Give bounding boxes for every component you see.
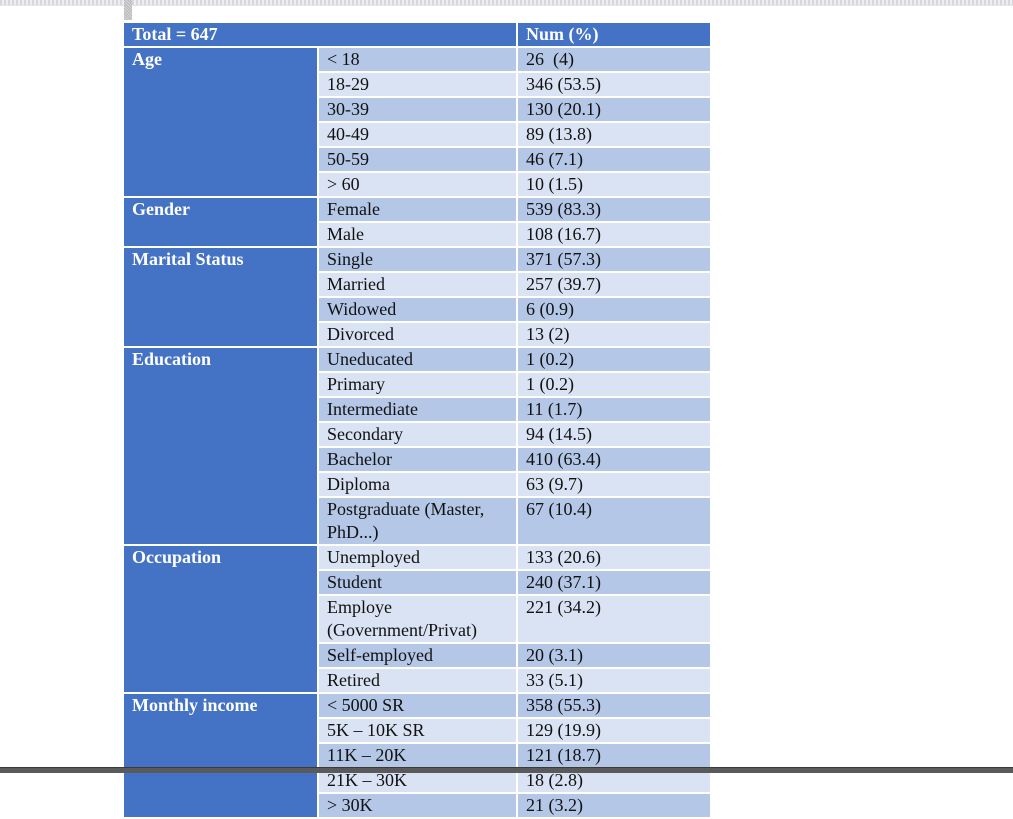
row-value: 108 (16.7) — [516, 221, 711, 248]
row-label: Intermediate — [318, 396, 519, 423]
row-value: 13 (2) — [516, 321, 711, 348]
row-value: 221 (34.2) — [516, 594, 711, 644]
row-label: > 60 — [318, 171, 519, 198]
row-value: 6 (0.9) — [516, 296, 711, 323]
row-label: Diploma — [318, 471, 519, 498]
row-value: 33 (5.1) — [516, 667, 711, 694]
row-value: 1 (0.2) — [516, 346, 711, 373]
total-header: Total = 647 — [124, 23, 519, 48]
row-label: Male — [318, 221, 519, 248]
row-value: 1 (0.2) — [516, 371, 711, 398]
table-row: Self-employed 20 (3.1) — [124, 642, 711, 669]
status-bar — [0, 767, 1013, 773]
table-row: Occupation Unemployed 133 (20.6) — [124, 544, 711, 694]
row-label: Single — [316, 246, 519, 273]
table-row: Monthly income < 5000 SR 358 (55.3) — [124, 692, 711, 819]
row-label: Widowed — [318, 296, 519, 323]
table-row: Employe (Government/Privat) 221 (34.2) — [124, 594, 711, 644]
table-row: Education Uneducated 1 (0.2) — [124, 346, 711, 546]
table-row: Widowed 6 (0.9) — [124, 296, 711, 323]
row-value: 94 (14.5) — [516, 421, 711, 448]
table-move-handle[interactable] — [124, 0, 132, 20]
row-label: Married — [318, 271, 519, 298]
table-row: Married 257 (39.7) — [124, 271, 711, 298]
row-label: > 30K — [318, 792, 519, 819]
category-cell: Monthly income — [124, 692, 319, 819]
category-cell: Occupation — [124, 544, 319, 694]
table-row: Gender Female 539 (83.3) — [124, 196, 711, 248]
table-row: 18-29 346 (53.5) — [124, 71, 711, 98]
row-label: Secondary — [318, 421, 519, 448]
row-value: 21 (3.2) — [516, 792, 711, 819]
table-row: Retired 33 (5.1) — [124, 667, 711, 694]
table-row: Age < 18 26 (4) — [124, 46, 711, 198]
row-value: 133 (20.6) — [516, 544, 711, 571]
table-row: 11K – 20K 121 (18.7) — [124, 742, 711, 769]
table-row: Student 240 (37.1) — [124, 569, 711, 596]
row-label: 50-59 — [318, 146, 519, 173]
row-value: 46 (7.1) — [516, 146, 711, 173]
row-value: 130 (20.1) — [516, 96, 711, 123]
row-value: 63 (9.7) — [516, 471, 711, 498]
row-label: Female — [316, 196, 519, 223]
row-label: 11K – 20K — [318, 742, 519, 769]
row-label: Retired — [318, 667, 519, 694]
category-cell: Gender — [124, 196, 319, 248]
table-row: Secondary 94 (14.5) — [124, 421, 711, 448]
row-label: Employe (Government/Privat) — [318, 594, 519, 644]
row-label: Uneducated — [316, 346, 519, 373]
row-label: Primary — [318, 371, 519, 398]
table-row: 5K – 10K SR 129 (19.9) — [124, 717, 711, 744]
table-row: 30-39 130 (20.1) — [124, 96, 711, 123]
row-value: 358 (55.3) — [516, 692, 711, 719]
table-row: Male 108 (16.7) — [124, 221, 711, 248]
row-value: 371 (57.3) — [516, 246, 711, 273]
row-label: Student — [318, 569, 519, 596]
table-row: Bachelor 410 (63.4) — [124, 446, 711, 473]
table-row: Diploma 63 (9.7) — [124, 471, 711, 498]
header-row: Total = 647 Num (%) — [124, 23, 711, 48]
row-value: 129 (19.9) — [516, 717, 711, 744]
row-value: 410 (63.4) — [516, 446, 711, 473]
toolbar-strip — [0, 0, 1013, 6]
table-row: 40-49 89 (13.8) — [124, 121, 711, 148]
row-label: Postgraduate (Master, PhD...) — [318, 496, 519, 546]
category-cell: Age — [124, 46, 319, 198]
row-value: 346 (53.5) — [516, 71, 711, 98]
table-row: Divorced 13 (2) — [124, 321, 711, 348]
row-value: 539 (83.3) — [516, 196, 711, 223]
row-label: 18-29 — [318, 71, 519, 98]
row-label: < 18 — [316, 46, 519, 73]
category-cell: Education — [124, 346, 319, 546]
row-label: Bachelor — [318, 446, 519, 473]
row-value: 11 (1.7) — [516, 396, 711, 423]
row-label: < 5000 SR — [316, 692, 519, 719]
row-value: 89 (13.8) — [516, 121, 711, 148]
row-label: Self-employed — [318, 642, 519, 669]
table-row: Primary 1 (0.2) — [124, 371, 711, 398]
table-row: 50-59 46 (7.1) — [124, 146, 711, 173]
row-label: 30-39 — [318, 96, 519, 123]
table-row: Marital Status Single 371 (57.3) — [124, 246, 711, 348]
row-value: 20 (3.1) — [516, 642, 711, 669]
row-value: 26 (4) — [516, 46, 711, 73]
demographics-table: Total = 647 Num (%) Age < 18 26 (4) 18-29 34… — [124, 23, 711, 819]
row-value: 67 (10.4) — [516, 496, 711, 546]
row-label: 40-49 — [318, 121, 519, 148]
table-row: Intermediate 11 (1.7) — [124, 396, 711, 423]
category-cell: Marital Status — [124, 246, 319, 348]
row-label: Unemployed — [316, 544, 519, 571]
row-value: 121 (18.7) — [516, 742, 711, 769]
row-value: 10 (1.5) — [516, 171, 711, 198]
row-label: 5K – 10K SR — [318, 717, 519, 744]
row-value: 240 (37.1) — [516, 569, 711, 596]
table-row: > 60 10 (1.5) — [124, 171, 711, 198]
table-row: Postgraduate (Master, PhD...) 67 (10.4) — [124, 496, 711, 546]
row-label: Divorced — [318, 321, 519, 348]
row-value: 257 (39.7) — [516, 271, 711, 298]
num-header: Num (%) — [516, 23, 711, 48]
